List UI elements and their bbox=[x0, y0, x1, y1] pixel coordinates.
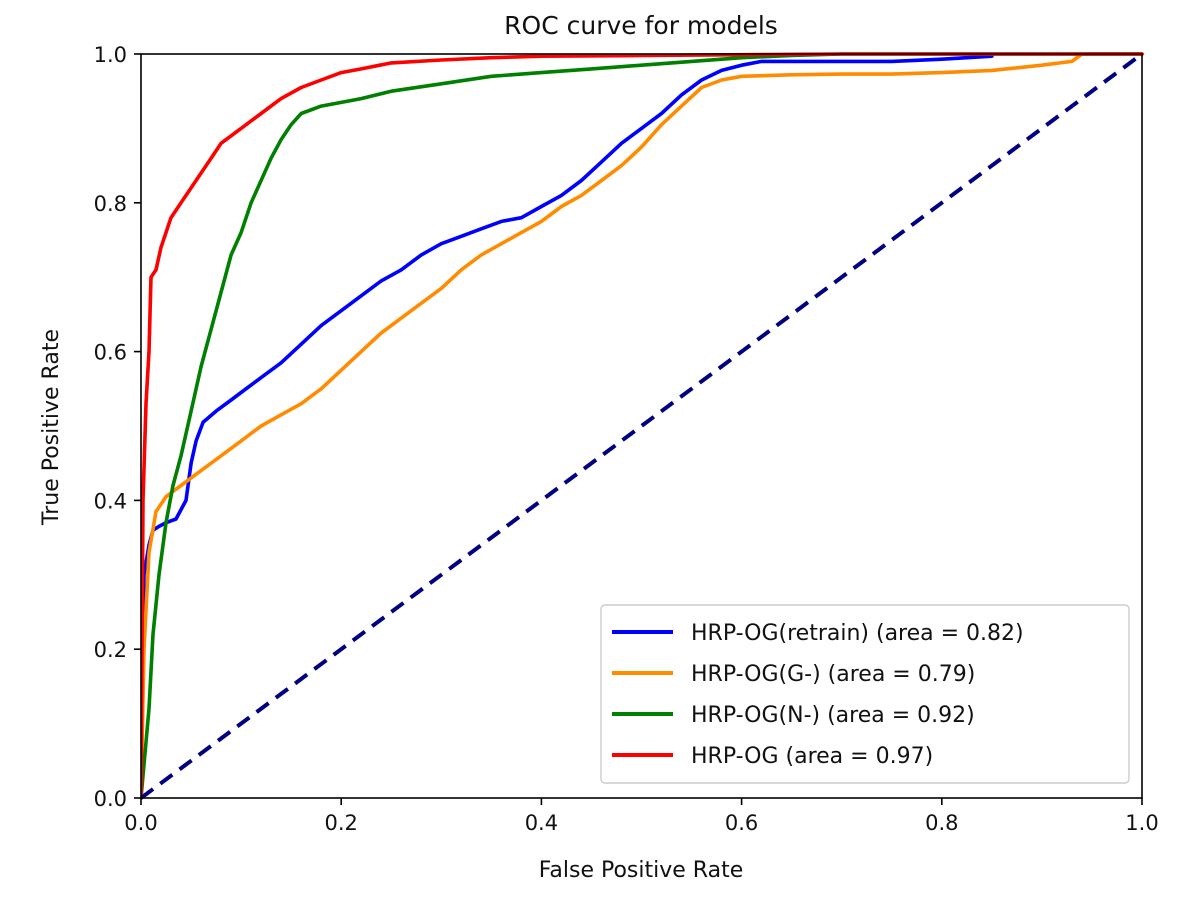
series-line-3 bbox=[141, 52, 1144, 800]
x-tick-label: 0.0 bbox=[124, 811, 157, 835]
y-tick-label: 0.0 bbox=[94, 787, 127, 811]
x-tick-label: 0.8 bbox=[925, 811, 958, 835]
x-tick-label: 0.4 bbox=[525, 811, 558, 835]
y-tick-label: 0.2 bbox=[94, 638, 127, 662]
y-tick-label: 0.4 bbox=[94, 489, 127, 513]
legend-label: HRP-OG (area = 0.97) bbox=[691, 744, 933, 769]
chart-title: ROC curve for models bbox=[504, 11, 778, 40]
x-tick-label: 0.6 bbox=[725, 811, 758, 835]
series-line-2 bbox=[141, 52, 1144, 800]
legend-label: HRP-OG(retrain) (area = 0.82) bbox=[691, 621, 1024, 646]
legend: HRP-OG(retrain) (area = 0.82) HRP-OG(G-) … bbox=[600, 604, 1130, 784]
x-tick-label: 1.0 bbox=[1125, 811, 1158, 835]
legend-box bbox=[600, 604, 1130, 784]
x-axis-label: False Positive Rate bbox=[539, 858, 743, 883]
axes: 0.0 0.2 0.4 0.6 0.8 1.0 0.0 0.2 0.4 0.6 0.8 1.0 bbox=[94, 43, 1159, 835]
series-line-1 bbox=[141, 52, 1144, 800]
y-axis-label: True Positive Rate bbox=[39, 329, 64, 526]
y-tick-label: 1.0 bbox=[94, 43, 127, 67]
legend-label: HRP-OG(G-) (area = 0.79) bbox=[691, 662, 975, 687]
series-line-0 bbox=[141, 54, 994, 800]
axes-frame bbox=[140, 53, 1143, 799]
chance-diagonal-line bbox=[141, 52, 1144, 800]
y-tick-label: 0.6 bbox=[94, 341, 127, 365]
legend-label: HRP-OG(N-) (area = 0.92) bbox=[691, 703, 975, 728]
plot-area bbox=[141, 52, 1144, 800]
y-tick-label: 0.8 bbox=[94, 192, 127, 216]
x-tick-label: 0.2 bbox=[324, 811, 357, 835]
